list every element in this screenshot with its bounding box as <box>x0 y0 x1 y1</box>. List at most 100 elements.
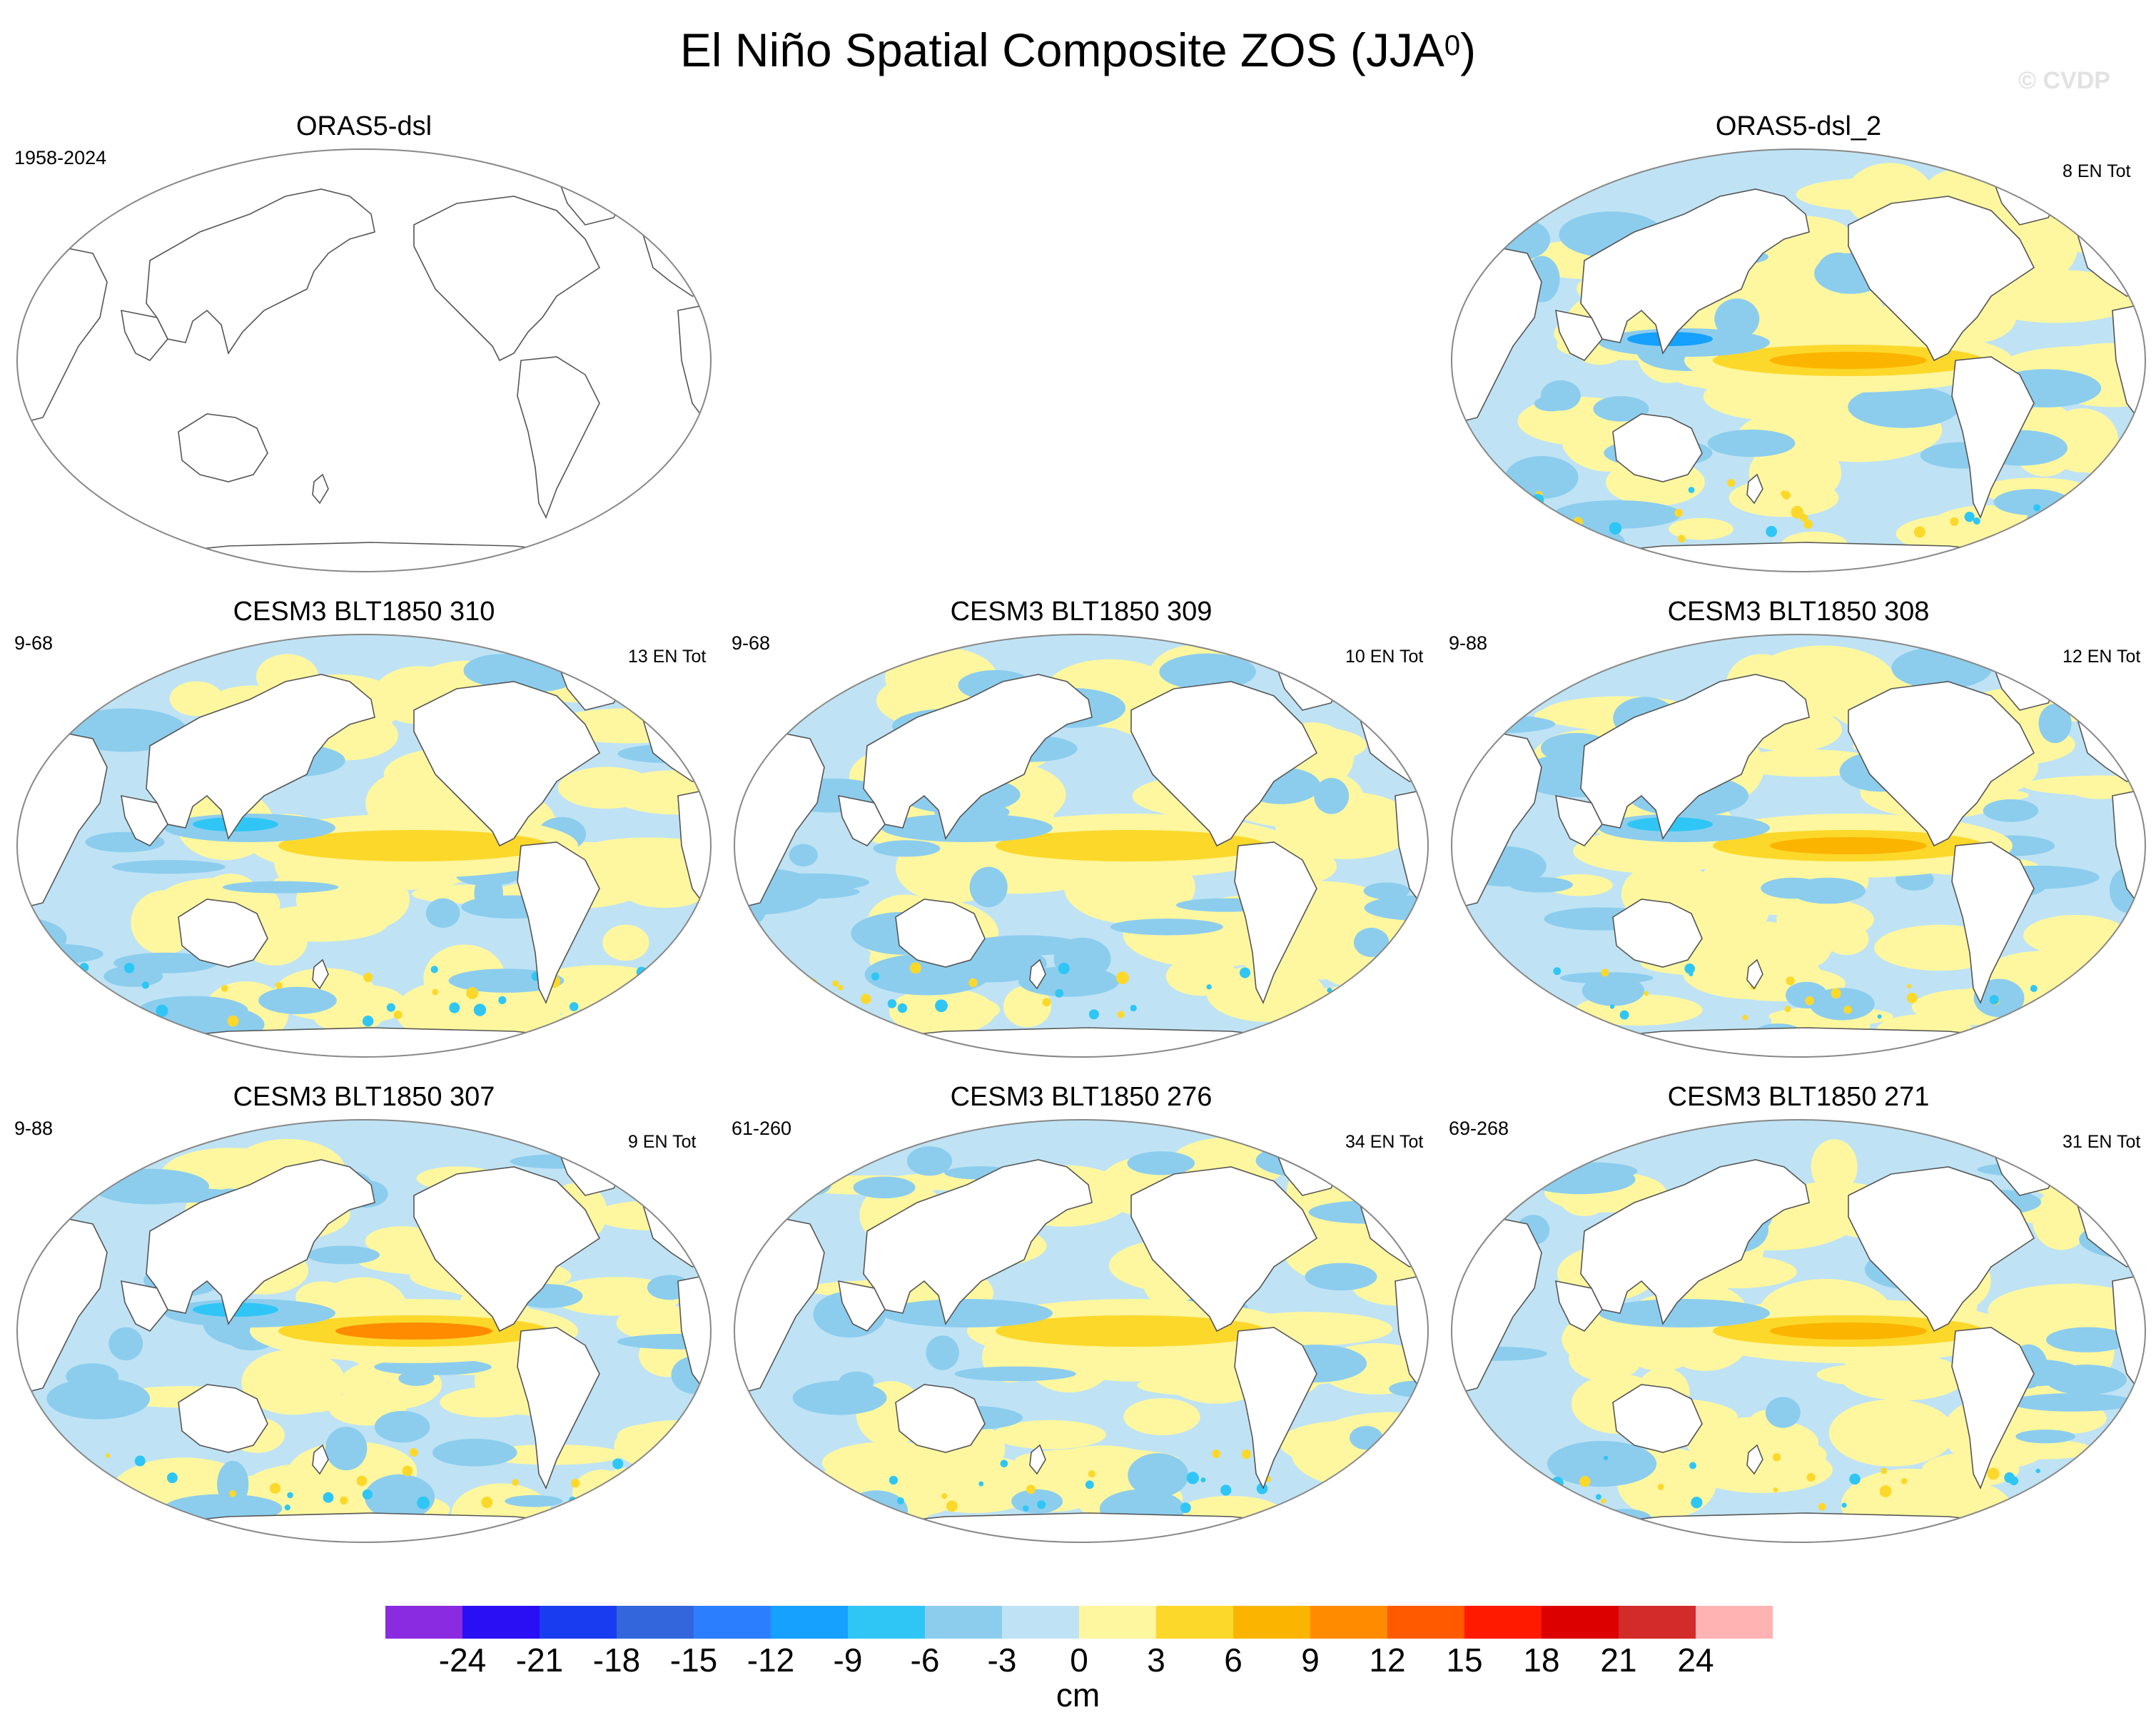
anomaly-patch-positive <box>1275 791 1416 859</box>
southern-ocean-eddy <box>1595 1494 1601 1500</box>
colorbar-swatch <box>1464 1606 1542 1639</box>
anomaly-patch-negative <box>66 1363 119 1390</box>
southern-ocean-eddy <box>1180 1502 1191 1514</box>
southern-ocean-eddy <box>1800 514 1808 522</box>
colorbar-swatch <box>1696 1606 1773 1639</box>
southern-ocean-eddy <box>1241 1449 1252 1460</box>
anomaly-patch-negative <box>1110 919 1223 936</box>
anomaly-patch-negative <box>64 708 187 752</box>
land-asia <box>1580 674 1810 840</box>
southern-ocean-eddy <box>88 1486 98 1495</box>
southern-ocean-eddy <box>1186 1472 1199 1484</box>
anomaly-patch-positive <box>1972 269 2141 323</box>
map-border <box>16 148 712 572</box>
panel-title-0: ORAS5-dsl <box>295 111 432 141</box>
map-border <box>734 634 1429 1058</box>
equatorial-peak <box>335 837 492 854</box>
panel-period-label-3: 9-68 <box>732 632 771 654</box>
anomaly-patch-negative <box>505 1494 563 1507</box>
southern-ocean-eddy <box>1691 1497 1703 1509</box>
anomaly-patch-negative <box>1363 882 1410 900</box>
equatorial-peak <box>335 1322 492 1340</box>
map-panel-2 <box>16 634 712 1058</box>
colorbar-swatch <box>617 1606 694 1639</box>
panel-title-1: ORAS5-dsl_2 <box>1715 111 1882 141</box>
colorbar-tick-label: 12 <box>1369 1641 1405 1674</box>
anomaly-patch-negative <box>1547 1440 1657 1487</box>
anomaly-patch-positive <box>637 1465 711 1534</box>
southern-ocean-eddy <box>269 1482 280 1494</box>
southern-ocean-eddy <box>1786 976 1795 986</box>
southern-ocean-eddy <box>1849 1473 1861 1485</box>
southern-ocean-eddy <box>363 972 373 982</box>
anomaly-patch-negative <box>222 881 339 894</box>
land-namerica <box>1130 1166 1318 1332</box>
anomaly-patch-negative <box>1707 429 1796 457</box>
southern-ocean-eddy <box>1026 1484 1036 1494</box>
southern-ocean-eddy <box>2024 1498 2030 1504</box>
southern-ocean-eddy <box>1115 971 1129 985</box>
southern-ocean-eddy <box>1609 522 1622 535</box>
anomaly-patch-negative <box>1817 252 1859 289</box>
land-nz <box>1746 958 1763 990</box>
southern-ocean-eddy <box>1973 517 1980 525</box>
land-asia <box>146 674 375 840</box>
southern-ocean-eddy <box>2092 483 2104 495</box>
anomaly-patch-positive <box>607 684 711 703</box>
anomaly-patch-negative <box>1765 1397 1801 1428</box>
panel-period-label-4: 9-88 <box>1449 632 1488 654</box>
southern-ocean-eddy <box>2074 1458 2082 1467</box>
southern-ocean-eddy <box>1989 995 1999 1005</box>
anomaly-patch-negative <box>432 1438 517 1467</box>
southern-ocean-eddy <box>1502 526 1512 536</box>
southern-ocean-eddy <box>362 1489 373 1500</box>
land-asia <box>146 188 375 355</box>
anomaly-patch-negative <box>474 874 503 912</box>
southern-ocean-eddy <box>76 1474 86 1484</box>
colorbar-swatch <box>1542 1606 1619 1639</box>
panel-event-count-6: 34 EN Tot <box>1345 1132 1424 1152</box>
southern-ocean-eddy <box>1657 1483 1664 1490</box>
southern-ocean-eddy <box>941 1493 948 1499</box>
map-panel-4 <box>1451 634 2146 1058</box>
southern-ocean-eddy <box>449 1002 460 1013</box>
anomaly-patch-positive <box>552 1006 624 1053</box>
anomaly-patch-positive <box>169 681 223 717</box>
land-namerica <box>413 681 601 847</box>
colorbar-swatch <box>848 1606 925 1639</box>
figure-title: El Niño Spatial Composite ZOS (JJA0) <box>679 24 1477 76</box>
panel-period-label-2: 9-68 <box>14 632 54 654</box>
southern-ocean-eddy <box>1906 983 1912 988</box>
anomaly-patch-negative <box>1353 927 1390 957</box>
southern-ocean-eddy <box>1674 508 1683 517</box>
land-antarctica <box>838 1512 1339 1542</box>
anomaly-patch-negative <box>374 1410 430 1443</box>
southern-ocean-eddy <box>123 962 135 973</box>
southern-ocean-eddy <box>897 1003 908 1013</box>
southern-ocean-eddy <box>1881 1467 1888 1474</box>
anomaly-patch-negative <box>2105 186 2145 233</box>
southern-ocean-eddy <box>1766 525 1777 537</box>
anomaly-patch-positive <box>1828 1399 1955 1467</box>
colorbar-swatch <box>1002 1606 1079 1639</box>
land-india <box>121 794 168 846</box>
southern-ocean-eddy <box>1206 984 1212 990</box>
anomaly-patch-negative <box>1350 1425 1383 1450</box>
southern-ocean-eddy <box>2074 1013 2085 1024</box>
land-antarctica <box>1555 542 2056 572</box>
equatorial-peak <box>1770 352 1927 369</box>
southern-ocean-eddy <box>799 1489 809 1500</box>
anomaly-patch-positive <box>1279 1420 1412 1466</box>
panel-period-label-5: 9-88 <box>14 1118 54 1139</box>
anomaly-patch-positive <box>602 924 649 961</box>
anomaly-patch-positive <box>1359 1462 1428 1484</box>
southern-ocean-eddy <box>481 1497 493 1509</box>
anomaly-patch-negative <box>1474 512 1562 557</box>
anomaly-patch-negative <box>906 1146 953 1176</box>
southern-ocean-eddy <box>1601 1498 1606 1504</box>
anomaly-patch-negative <box>968 935 1082 956</box>
anomaly-patch-negative <box>2038 704 2072 744</box>
southern-ocean-eddy <box>1877 1014 1882 1019</box>
land-samerica <box>1951 1327 2035 1489</box>
southern-ocean-eddy <box>340 1496 348 1504</box>
